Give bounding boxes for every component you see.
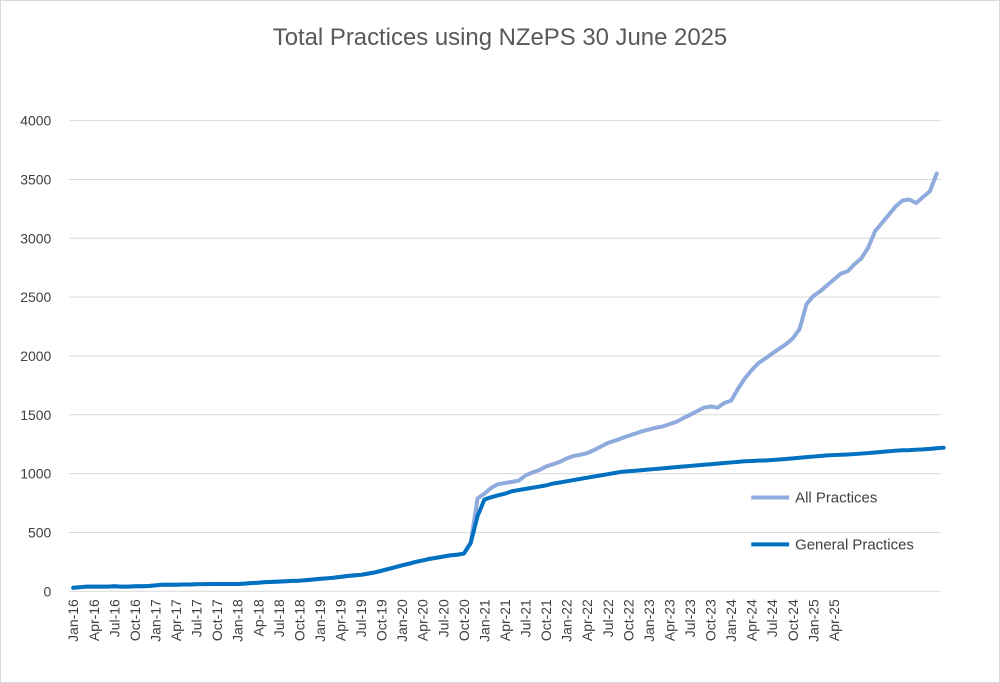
x-tick-label: Oct-18 — [291, 599, 307, 641]
series-lines — [71, 171, 946, 590]
x-tick-label: Apr-22 — [579, 599, 595, 641]
series-line-all-practices — [71, 171, 939, 590]
gridlines — [69, 120, 941, 533]
x-tick-label: Oct-23 — [703, 599, 719, 641]
x-tick-label: Oct-20 — [456, 599, 472, 641]
y-tick-label: 0 — [44, 583, 52, 599]
x-tick-label: Apr-20 — [415, 599, 431, 641]
x-tick-label: Jan-20 — [394, 599, 410, 642]
x-tick-label: Apr-16 — [86, 599, 102, 641]
x-tick-label: Apr-19 — [333, 599, 349, 641]
x-tick-label: Jul-22 — [600, 599, 616, 637]
x-tick-label: Oct-24 — [785, 599, 801, 641]
legend: All Practices General Practices — [751, 490, 914, 553]
x-tick-label: Jan-18 — [230, 599, 246, 642]
y-tick-label: 1000 — [20, 466, 51, 482]
x-tick-label: Jul-20 — [435, 599, 451, 637]
y-tick-label: 500 — [28, 524, 52, 540]
x-tick-label: Jan-24 — [723, 599, 739, 642]
x-tick-label: Apr-23 — [661, 599, 677, 641]
y-axis-ticks: 0 500 1000 1500 2000 2500 3000 3500 4000 — [20, 113, 51, 600]
x-tick-label: Jan-23 — [641, 599, 657, 642]
x-tick-label: Jan-17 — [147, 599, 163, 642]
x-tick-label: Apr-24 — [744, 599, 760, 641]
x-tick-label: Oct-17 — [209, 599, 225, 641]
x-tick-label: Apr-25 — [826, 599, 842, 641]
y-tick-label: 2500 — [20, 289, 51, 305]
x-tick-label: Apr-17 — [168, 599, 184, 641]
chart-title: Total Practices using NZePS 30 June 2025 — [273, 24, 727, 51]
y-tick-label: 3500 — [20, 171, 51, 187]
x-tick-label: Apr-21 — [497, 599, 513, 641]
x-axis-ticks: Jan-16 Apr-16 Jul-16 Oct-16 Jan-17 Apr-17 Jul-… — [65, 599, 842, 642]
x-tick-label: Jul-23 — [682, 599, 698, 637]
y-tick-label: 1500 — [20, 407, 51, 423]
x-tick-label: Oct-21 — [538, 599, 554, 641]
x-tick-label: Jan-22 — [559, 599, 575, 642]
x-tick-label: Jan-19 — [312, 599, 328, 642]
x-tick-label: Oct-16 — [127, 599, 143, 641]
x-tick-label: Jul-21 — [518, 599, 534, 637]
y-tick-label: 4000 — [20, 113, 51, 129]
x-tick-label: Jul-24 — [764, 599, 780, 637]
x-tick-label: Jul-18 — [271, 599, 287, 637]
x-tick-label: Oct-19 — [374, 599, 390, 641]
legend-label-all-practices: All Practices — [795, 490, 877, 507]
y-tick-label: 3000 — [20, 230, 51, 246]
x-tick-label: Oct-22 — [620, 599, 636, 641]
x-tick-label: Jan-16 — [65, 599, 81, 642]
x-tick-label: Jan-25 — [805, 599, 821, 642]
y-tick-label: 2000 — [20, 348, 51, 364]
x-tick-label: Jan-21 — [476, 599, 492, 642]
series-line-general-practices — [71, 445, 946, 590]
x-tick-label: Jul-17 — [189, 599, 205, 637]
x-tick-label: Jul-16 — [106, 599, 122, 637]
legend-label-general-practices: General Practices — [795, 536, 914, 553]
x-tick-label: Jul-19 — [353, 599, 369, 637]
x-tick-label: Ap-18 — [250, 599, 266, 636]
